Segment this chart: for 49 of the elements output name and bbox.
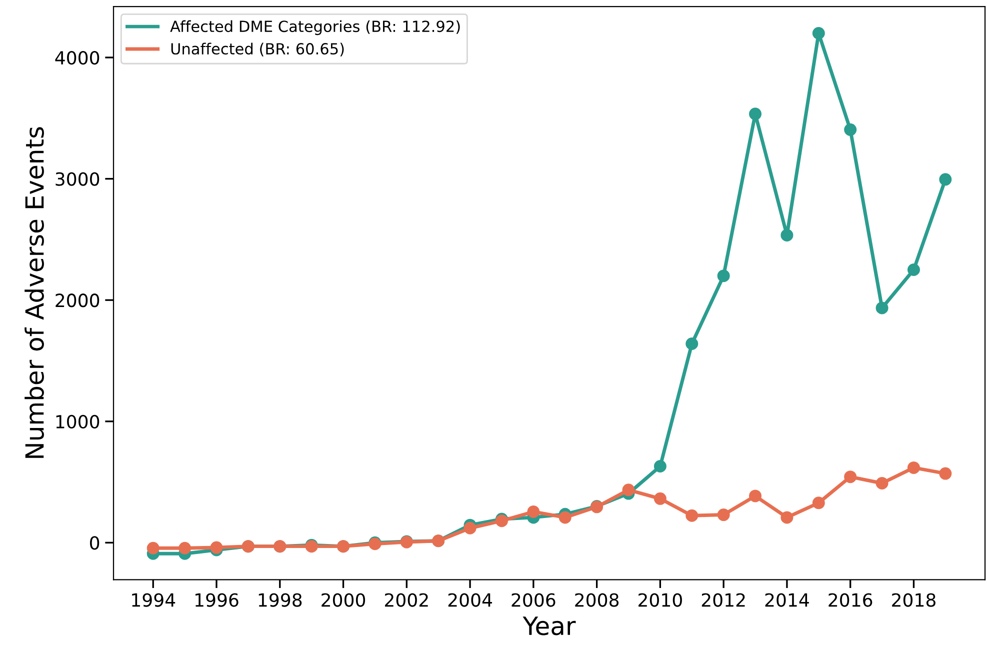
point: [686, 338, 698, 350]
point: [464, 522, 476, 534]
y-tick-label: 3000: [56, 172, 100, 186]
point: [146, 542, 160, 554]
point: [178, 542, 192, 554]
point: [654, 492, 666, 505]
x-tick-label: 1998: [258, 593, 302, 607]
point: [558, 511, 572, 524]
x-tick-label: 2006: [512, 593, 556, 607]
x-tick-label: 2016: [828, 593, 872, 607]
y-tick-label: 4000: [55, 50, 100, 65]
x-tick-label: 2012: [702, 593, 745, 607]
point: [717, 270, 730, 282]
point: [527, 506, 540, 518]
point: [780, 228, 794, 242]
y-tick-label: 1000: [56, 414, 100, 428]
point: [907, 264, 920, 276]
point: [780, 511, 794, 524]
x-tick-label: 2004: [448, 593, 492, 607]
point: [686, 509, 698, 522]
point: [939, 173, 952, 186]
x-tick-label: 2000: [322, 593, 366, 607]
y-tick-label: 2000: [56, 294, 100, 308]
x-tick-label: 2010: [638, 593, 682, 607]
legend-label: Unaffected (BR: 60.65): [171, 42, 344, 56]
x-tick-label: 1994: [132, 593, 176, 607]
point: [876, 302, 888, 314]
point: [749, 108, 762, 120]
point: [654, 460, 666, 473]
point: [622, 484, 635, 496]
y-tick-label: 0: [90, 536, 100, 550]
point: [844, 123, 857, 136]
point: [210, 541, 223, 554]
point: [812, 496, 825, 510]
x-tick-label: 2008: [575, 593, 619, 607]
point: [907, 461, 920, 474]
x-tick-label: 1996: [196, 593, 238, 607]
x-axis-title: Year: [522, 616, 576, 636]
point: [717, 508, 730, 522]
point: [876, 476, 888, 490]
point: [812, 26, 825, 40]
y-axis-title: Number of Adverse Events: [24, 127, 44, 458]
point: [749, 490, 762, 502]
x-tick-label: 2014: [765, 593, 809, 607]
point: [939, 467, 952, 480]
legend-label: Affected DME Categories (BR: 112.92): [170, 20, 460, 36]
point: [844, 470, 857, 484]
x-tick-label: 2018: [892, 593, 936, 607]
x-tick-label: 2002: [385, 593, 428, 607]
